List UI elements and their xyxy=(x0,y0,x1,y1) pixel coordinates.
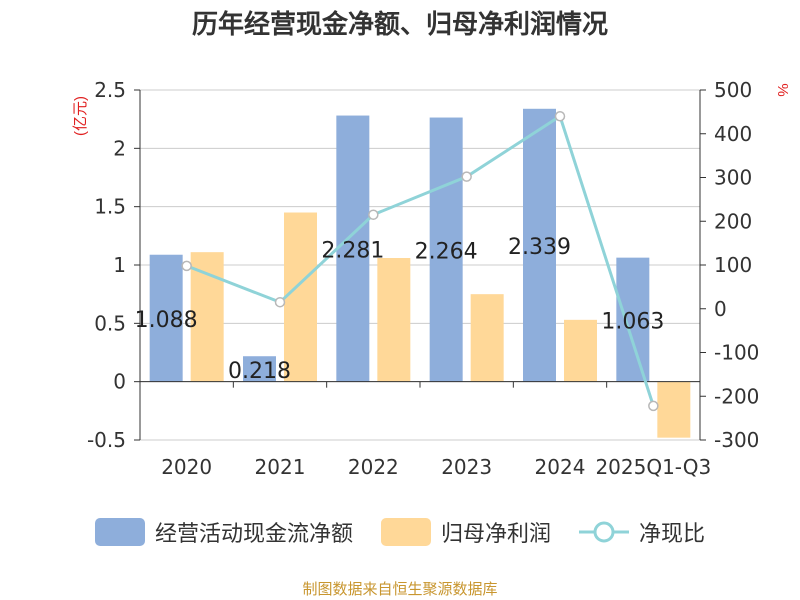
legend-label-net-profit: 归母净利润 xyxy=(440,522,551,547)
bar-net-profit xyxy=(377,258,411,382)
x-tick-label: 2020 xyxy=(161,455,212,479)
bar-cashflow xyxy=(523,108,556,382)
y-right-tick-label: 300 xyxy=(714,166,752,190)
legend-item-ratio[interactable]: 净现比 xyxy=(579,516,705,548)
legend-label-ratio: 净现比 xyxy=(639,522,706,547)
line-layer xyxy=(181,111,659,412)
y-right-tick-label: 0 xyxy=(714,297,727,321)
y-left-tick-label: 2.5 xyxy=(94,78,126,102)
legend-item-net-profit[interactable]: 归母净利润 xyxy=(380,516,551,548)
y-left-tick-label: 2 xyxy=(113,136,126,160)
ratio-line xyxy=(186,113,655,407)
bar-cashflow xyxy=(243,356,276,382)
y-left-tick-label: 0.5 xyxy=(94,311,126,335)
x-tick-label: 2021 xyxy=(255,455,306,479)
y-right-tick-label: -100 xyxy=(714,341,759,365)
ratio-point xyxy=(181,260,192,272)
y-right-tick-label: -300 xyxy=(714,428,759,452)
y-right-tick-label: 500 xyxy=(714,78,752,102)
ratio-point xyxy=(461,171,472,182)
bar-net-profit xyxy=(284,212,317,382)
source-note: 制图数据来自恒生聚源数据库 xyxy=(302,580,498,598)
y-axis-right-label: % xyxy=(774,83,791,96)
axes: 2.5 2 1.5 1 0.5 0 -0.5 500 400 300 200 100 0 -100 -200… xyxy=(87,78,759,479)
data-label-cashflow: 0.218 xyxy=(228,359,291,384)
legend-label-cashflow: 经营活动现金流净额 xyxy=(154,522,353,547)
x-tick-label: 2025Q1-Q3 xyxy=(595,455,711,479)
data-label-cashflow: 1.088 xyxy=(135,308,198,333)
data-label-cashflow: 2.339 xyxy=(508,235,571,260)
bar-net-profit xyxy=(470,294,504,382)
data-label-cashflow: 2.281 xyxy=(321,239,384,264)
y-right-tick-label: 100 xyxy=(714,253,752,277)
data-labels: 1.088 0.218 2.281 2.264 2.339 1.063 xyxy=(135,235,665,384)
y-right-tick-label: -200 xyxy=(714,384,759,408)
y-left-tick-label: 1 xyxy=(113,253,126,277)
y-right-tick-label: 400 xyxy=(714,122,752,146)
ratio-point xyxy=(274,296,286,308)
ratio-point xyxy=(648,400,659,412)
bar-cashflow xyxy=(616,257,650,382)
x-tick-label: 2022 xyxy=(348,455,399,479)
data-label-cashflow: 1.063 xyxy=(601,310,664,335)
ratio-point xyxy=(554,111,566,122)
x-tick-label: 2023 xyxy=(441,455,492,479)
legend-item-cashflow[interactable]: 经营活动现金流净额 xyxy=(94,516,353,548)
bar-net-profit xyxy=(657,381,691,438)
y-axis-left-label: (亿元) xyxy=(72,96,89,136)
legend-swatch-cashflow xyxy=(94,518,145,546)
legend-line-ratio-icon xyxy=(579,521,629,543)
x-tick-label: 2024 xyxy=(535,455,586,479)
y-left-tick-label: 0 xyxy=(113,370,126,394)
bar-net-profit xyxy=(564,319,597,382)
bar-cashflow xyxy=(429,117,463,382)
data-label-cashflow: 2.264 xyxy=(415,240,478,265)
bar-cashflow xyxy=(336,115,370,382)
legend: 经营活动现金流净额 归母净利润 净现比 xyxy=(0,516,800,548)
y-right-tick-label: 200 xyxy=(714,209,752,233)
bar-layer xyxy=(149,108,691,438)
y-left-tick-label: 1.5 xyxy=(94,195,126,219)
legend-swatch-net-profit xyxy=(380,518,431,546)
chart-title: 历年经营现金净额、归母净利润情况 xyxy=(191,10,608,40)
y-left-tick-label: -0.5 xyxy=(87,428,126,452)
bar-cashflow xyxy=(149,254,183,382)
ratio-point xyxy=(368,209,379,220)
